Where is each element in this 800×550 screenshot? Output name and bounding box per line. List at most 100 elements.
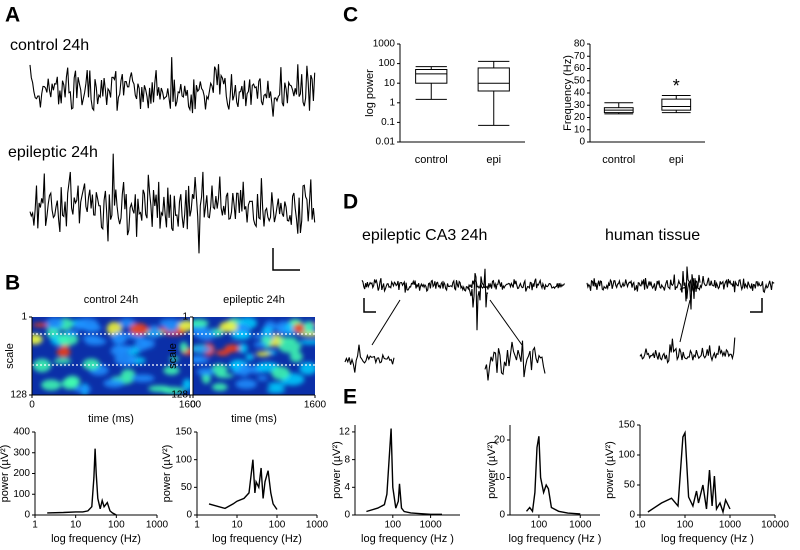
zoom-connectors	[371, 299, 691, 346]
connector	[489, 299, 523, 346]
x-tick-label: control	[602, 154, 635, 166]
x-axis-label: log frequency (Hz )	[661, 533, 754, 545]
heatmap-blob	[74, 385, 92, 393]
scale-bar	[272, 248, 300, 271]
heatmap	[32, 317, 190, 395]
line	[208, 459, 278, 510]
panel-label: E	[343, 386, 357, 409]
y-tick-label: 150	[175, 427, 192, 438]
heatmap-blob	[211, 363, 228, 376]
scale-bar	[750, 298, 763, 313]
heatmap-blob	[235, 379, 257, 390]
heatmap-blob	[276, 337, 298, 342]
heatmap-blob	[278, 340, 302, 354]
y-tick-label: 128	[171, 390, 188, 401]
heatmap-blob	[196, 367, 215, 376]
axis-line	[509, 425, 600, 516]
trace	[467, 268, 489, 331]
heatmap-blob	[255, 351, 271, 357]
y-tick-label: 1000	[373, 39, 396, 50]
y-axis-label: scale	[4, 343, 16, 369]
heatmap-blob	[45, 317, 64, 329]
x-tick-label: 100	[384, 520, 401, 531]
heatmap-blob	[115, 345, 134, 353]
line	[525, 436, 581, 515]
line	[47, 448, 117, 516]
x-tick-label: 10	[231, 520, 243, 531]
heatmap-blob	[267, 382, 286, 388]
heatmap-blobs	[32, 317, 190, 395]
heatmap-blob	[231, 331, 252, 340]
trace	[29, 153, 316, 254]
y-tick-label: 150	[618, 420, 635, 431]
y-axis-label: Frequency (Hz)	[562, 55, 574, 131]
heatmap-blob	[182, 378, 190, 391]
chart: 0 50 100 150 10 100 1000 10000 log frequency (Hz…	[604, 420, 789, 545]
trace	[344, 344, 395, 373]
heatmap-blob	[256, 375, 268, 381]
y-tick-label: 100	[618, 450, 635, 461]
box	[477, 67, 510, 92]
heatmap-blob	[163, 365, 180, 375]
y-tick-label: 100	[378, 58, 395, 69]
x-tick-label: 100	[108, 520, 125, 531]
heatmap-blob	[253, 341, 268, 348]
x-axis-label: log frequency (Hz )	[361, 533, 454, 545]
heatmap-blob	[179, 341, 188, 353]
heatmap-blob	[148, 325, 161, 339]
y-tick-label: 128	[10, 390, 27, 401]
trace	[639, 337, 736, 364]
x-tick-label: epi	[669, 154, 684, 166]
heatmap-blob	[178, 320, 190, 331]
heatmap-blob	[82, 358, 100, 370]
heatmap-blobs	[193, 317, 315, 394]
y-tick-label: 400	[13, 427, 30, 438]
panel-label: C	[343, 4, 358, 27]
y-tick-label: 0	[186, 510, 192, 521]
x-tick-label: 10000	[761, 520, 789, 531]
x-tick-label: 1000	[146, 520, 169, 531]
heatmap-blob	[32, 333, 43, 345]
y-tick-label: 30	[574, 100, 586, 111]
y-tick-label: 50	[181, 482, 193, 493]
line	[366, 428, 442, 515]
heatmap-blob	[289, 351, 303, 363]
y-tick-label: 10	[574, 124, 586, 135]
y-tick-label: 100	[13, 489, 30, 500]
heatmap-blob	[65, 330, 79, 336]
x-tick-label: 0	[190, 400, 196, 411]
heatmap-blob	[84, 337, 107, 346]
heatmap	[193, 317, 315, 395]
x-tick-label: 1000	[306, 520, 329, 531]
x-tick-label: 1000	[719, 520, 742, 531]
x-tick-label: control	[415, 154, 448, 166]
heatmap-blob	[57, 332, 79, 346]
chart: 0 4 8 12 100 1000 log frequency (Hz ) power (µV…	[331, 425, 460, 545]
heatmap-blob	[111, 331, 127, 345]
heatmap-blob	[303, 321, 314, 333]
heatmap-blob	[219, 321, 238, 333]
y-tick-label: 70	[574, 51, 586, 62]
x-tick-label: 1000	[569, 520, 592, 531]
y-tick-label: 20	[574, 112, 586, 123]
y-tick-label: 0	[579, 137, 585, 148]
y-axis-label: power (µV²)	[604, 441, 616, 499]
y-axis-label: scale	[167, 343, 179, 369]
connector	[371, 299, 401, 346]
y-axis-label: power (µV²)	[0, 445, 11, 503]
heatmap-blob	[238, 343, 248, 354]
y-tick-label: 0	[629, 510, 635, 521]
scale-bar	[363, 298, 376, 313]
x-tick-label: 1600	[304, 400, 327, 411]
heatmap-blob	[193, 357, 210, 364]
x-axis-label: log frequency (Hz)	[212, 533, 302, 545]
x-tick-label: 100	[677, 520, 694, 531]
y-tick-label: 1	[389, 97, 395, 108]
annotation: *	[673, 76, 680, 96]
heatmap-blob	[211, 383, 228, 391]
y-axis-label: power (µV²)	[331, 441, 343, 499]
y-tick-label: 200	[13, 468, 30, 479]
x-tick-label: 0	[29, 400, 35, 411]
